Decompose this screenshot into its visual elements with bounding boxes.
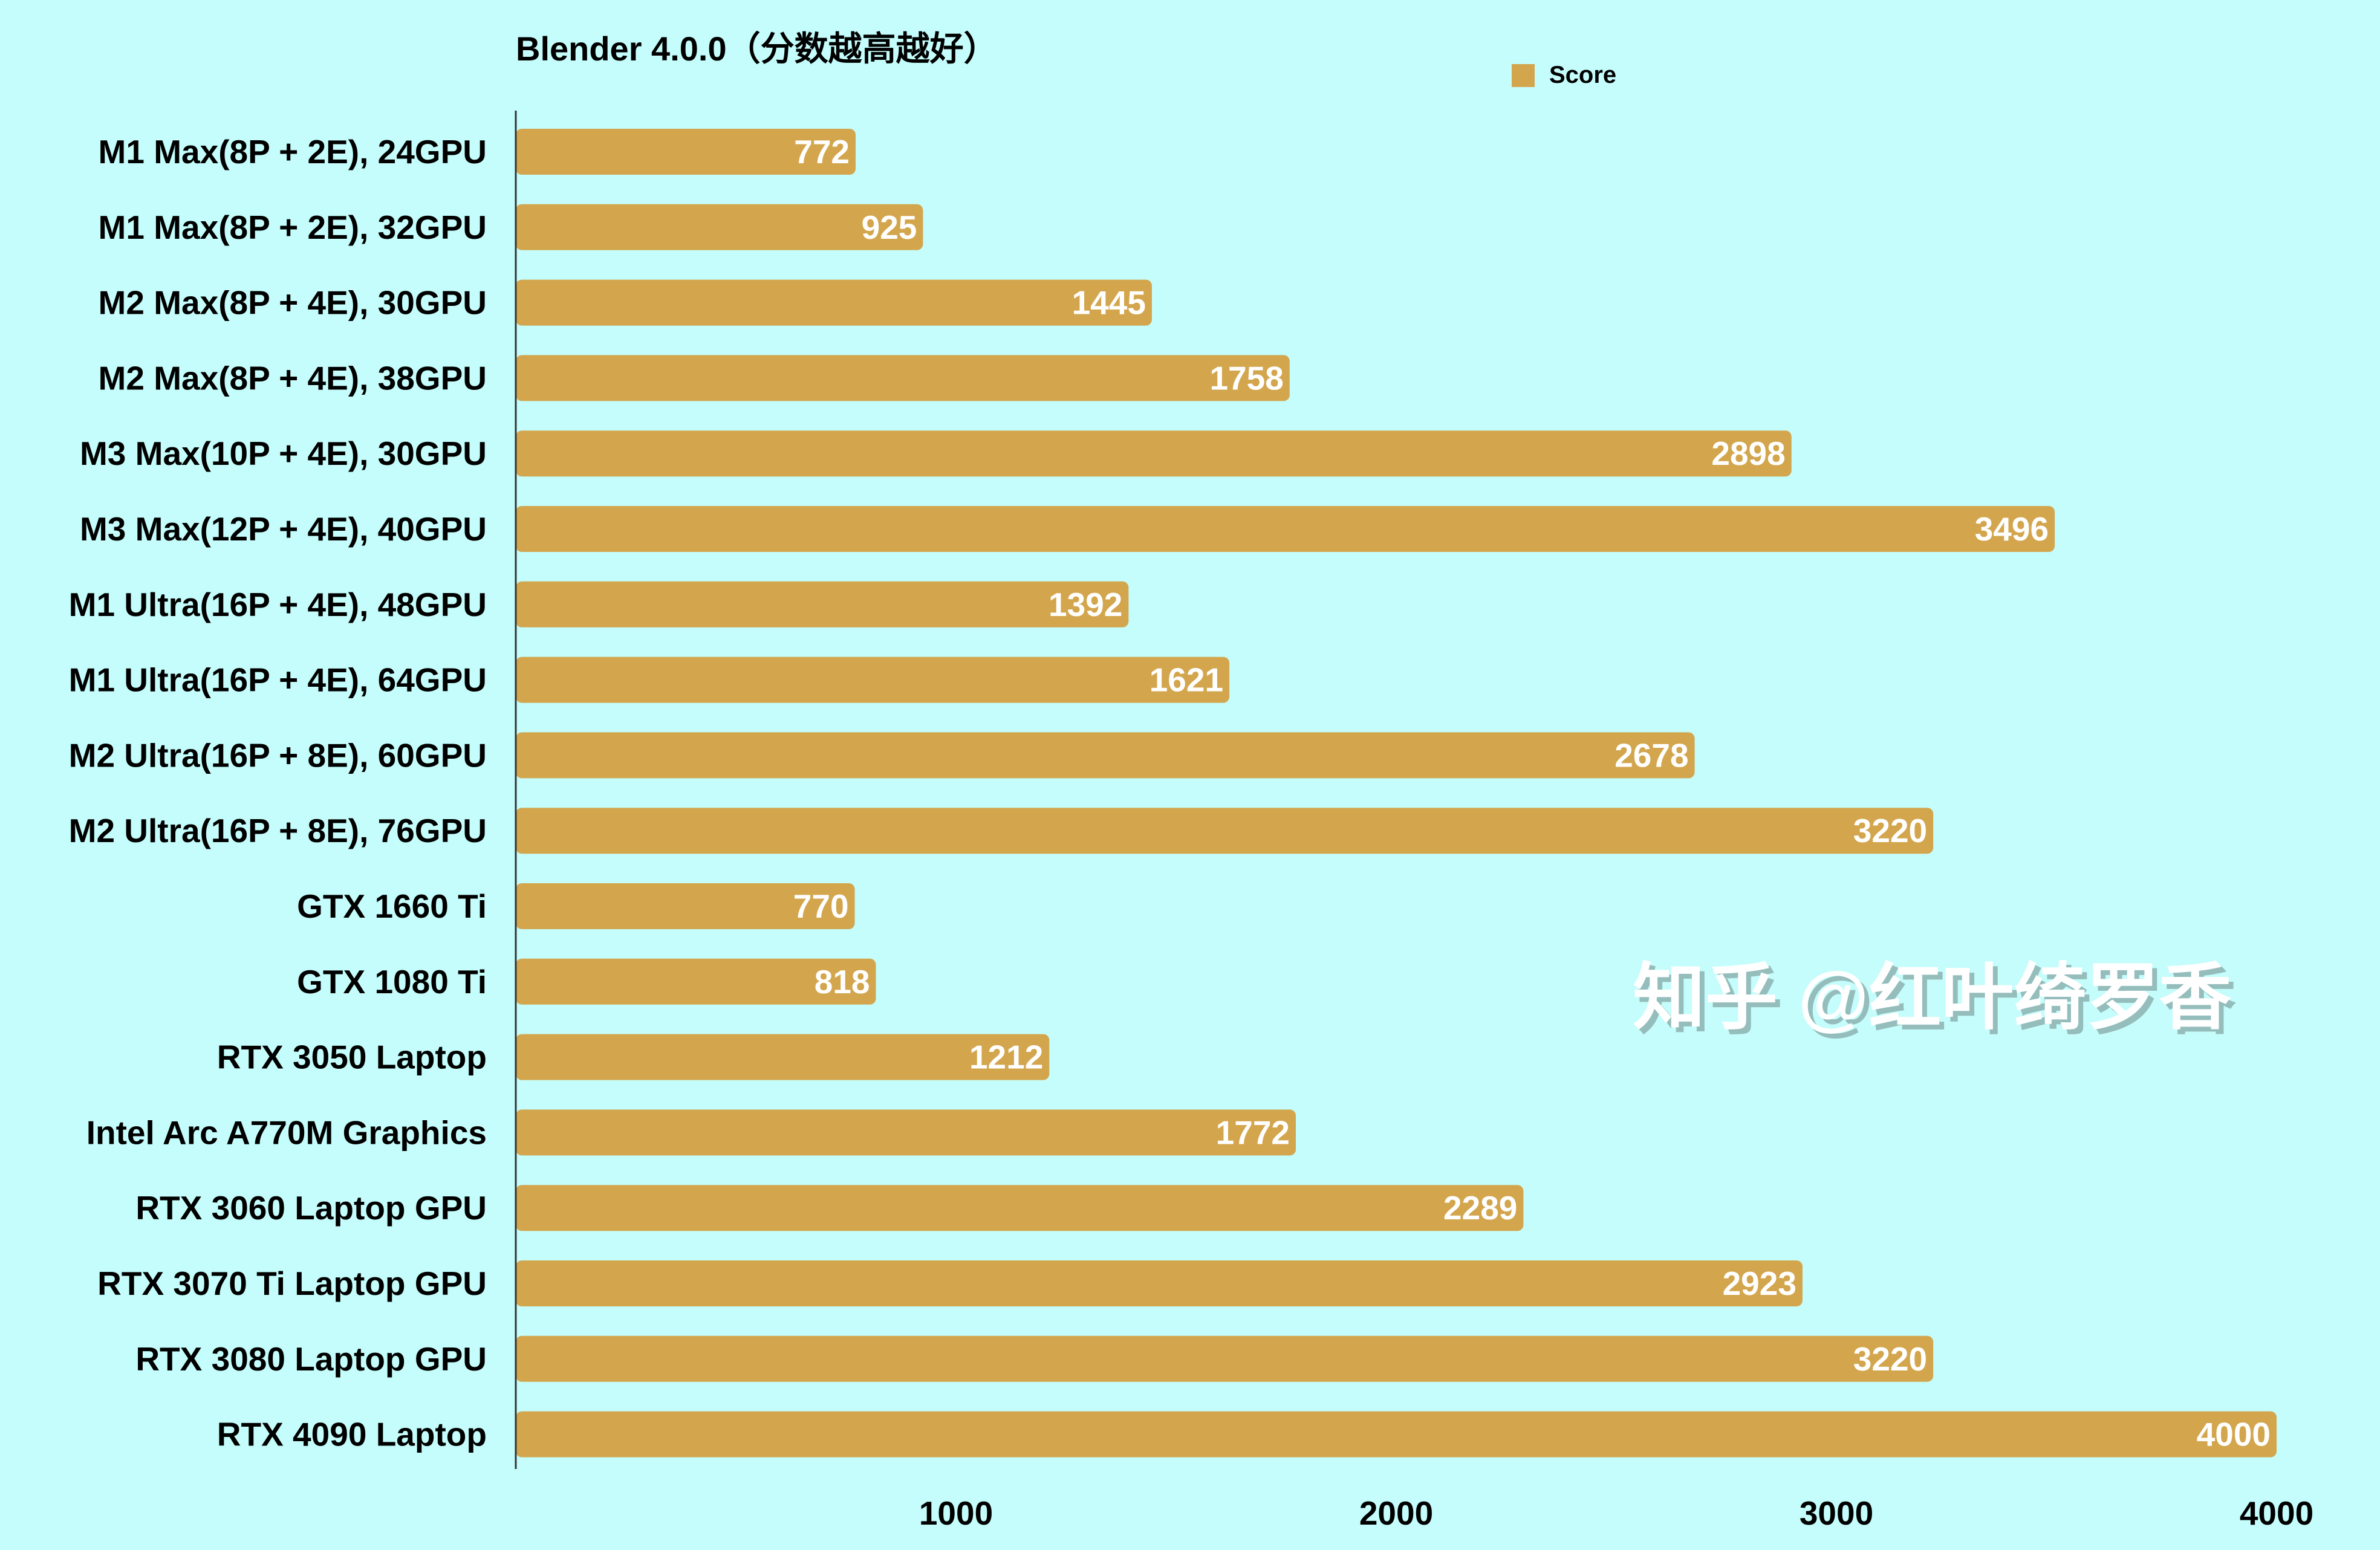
data-label: 2923 <box>1723 1265 1796 1302</box>
x-tick-label: 1000 <box>919 1494 993 1532</box>
category-label: RTX 4090 Laptop <box>217 1416 487 1453</box>
category-label: GTX 1660 Ti <box>297 887 487 925</box>
category-label: M2 Ultra(16P + 8E), 76GPU <box>69 812 487 849</box>
data-label: 1212 <box>969 1039 1043 1076</box>
bar <box>516 657 1230 703</box>
data-label: 2289 <box>1443 1189 1517 1227</box>
category-label: M3 Max(10P + 4E), 30GPU <box>80 435 487 472</box>
category-label: M1 Max(8P + 2E), 24GPU <box>99 133 487 170</box>
bar <box>516 883 855 929</box>
data-label: 1758 <box>1209 359 1283 397</box>
category-label: M1 Max(8P + 2E), 32GPU <box>99 209 487 246</box>
category-label: M2 Max(8P + 4E), 30GPU <box>99 284 487 322</box>
data-label: 1392 <box>1049 586 1122 623</box>
category-label: M1 Ultra(16P + 4E), 48GPU <box>69 586 487 623</box>
bar <box>516 430 1792 477</box>
data-label: 772 <box>794 133 850 170</box>
category-label: M1 Ultra(16P + 4E), 64GPU <box>69 661 487 699</box>
category-label: M3 Max(12P + 4E), 40GPU <box>80 510 487 548</box>
category-label: M2 Ultra(16P + 8E), 60GPU <box>69 736 487 774</box>
bar <box>516 1109 1296 1156</box>
data-label: 1621 <box>1149 661 1223 699</box>
data-label: 925 <box>862 209 917 246</box>
bar <box>516 204 923 250</box>
category-label: M2 Max(8P + 4E), 38GPU <box>99 359 487 397</box>
data-label: 3220 <box>1853 812 1927 849</box>
legend: Score <box>1512 62 1616 89</box>
bar <box>516 808 1934 854</box>
legend-label: Score <box>1549 62 1617 88</box>
data-label: 1445 <box>1072 284 1146 322</box>
bar <box>516 129 856 175</box>
category-label: RTX 3050 Laptop <box>217 1039 487 1076</box>
data-label: 770 <box>793 887 849 925</box>
category-label: RTX 3080 Laptop GPU <box>135 1340 487 1378</box>
bar <box>516 1335 1934 1382</box>
data-label: 3496 <box>1975 510 2049 548</box>
data-label: 3220 <box>1853 1340 1927 1378</box>
chart-title: Blender 4.0.0（分数越高越好） <box>516 30 998 68</box>
data-label: 4000 <box>2197 1416 2271 1453</box>
data-label: 2898 <box>1711 435 1785 472</box>
category-label: Intel Arc A770M Graphics <box>86 1114 487 1151</box>
bar <box>516 1185 1524 1231</box>
category-label: GTX 1080 Ti <box>297 963 487 1000</box>
bar <box>516 732 1695 779</box>
bar <box>516 958 876 1005</box>
category-label: RTX 3060 Laptop GPU <box>135 1189 487 1227</box>
category-label: RTX 3070 Ti Laptop GPU <box>97 1265 487 1302</box>
bar <box>516 1411 2277 1458</box>
x-tick-label: 4000 <box>2240 1494 2313 1532</box>
data-label: 818 <box>814 963 870 1000</box>
bar <box>516 279 1152 326</box>
bar <box>516 355 1290 401</box>
x-tick-label: 3000 <box>1800 1494 1873 1532</box>
bar <box>516 1260 1803 1306</box>
bar <box>516 1034 1050 1080</box>
bar <box>516 506 2055 552</box>
x-tick-label: 2000 <box>1359 1494 1433 1532</box>
bar <box>516 581 1129 627</box>
data-label: 2678 <box>1614 736 1688 774</box>
watermark: 知乎 @红叶绮罗香 <box>1633 957 2232 1038</box>
legend-swatch <box>1512 63 1535 87</box>
data-label: 1772 <box>1216 1114 1290 1151</box>
